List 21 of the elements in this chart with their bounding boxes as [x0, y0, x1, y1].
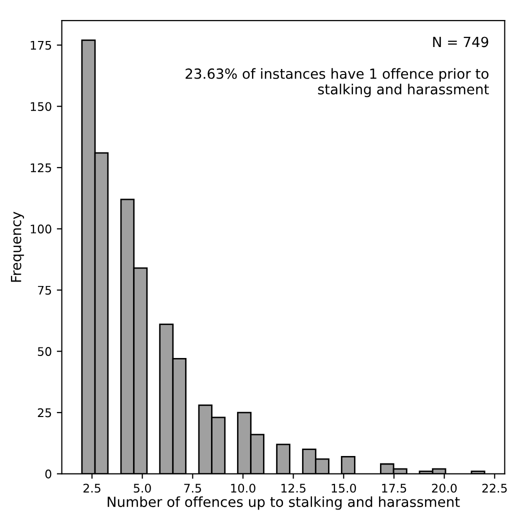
x-tick-label: 12.5: [281, 484, 306, 493]
x-tick-label: 20.0: [432, 484, 457, 493]
y-tick-label: 125: [30, 163, 52, 172]
annotation: N = 749: [433, 36, 488, 48]
x-tick-label: 22.5: [482, 484, 507, 493]
y-tick-label: 0: [45, 470, 52, 478]
y-axis-title: Frequency: [10, 212, 24, 282]
y-tick-label: 25: [38, 408, 52, 418]
annotation: 23.63% of instances have 1 offence prior to stalking and harassment: [186, 68, 489, 98]
x-tick-label: 2.5: [83, 484, 100, 493]
y-tick-label: 75: [38, 286, 52, 295]
y-tick-label: 150: [30, 102, 52, 111]
y-tick-label: 50: [38, 347, 52, 356]
y-tick-label: 100: [30, 224, 52, 234]
x-tick-label: 10.0: [231, 484, 256, 493]
x-tick-label: 17.5: [382, 484, 406, 493]
y-tick-label: 175: [30, 40, 52, 50]
x-axis-title: Number of offences up to stalking and harassment: [108, 496, 460, 510]
x-tick-label: 7.5: [184, 484, 202, 493]
x-tick-label: 15.0: [332, 484, 356, 493]
x-tick-label: 5.0: [134, 484, 151, 493]
